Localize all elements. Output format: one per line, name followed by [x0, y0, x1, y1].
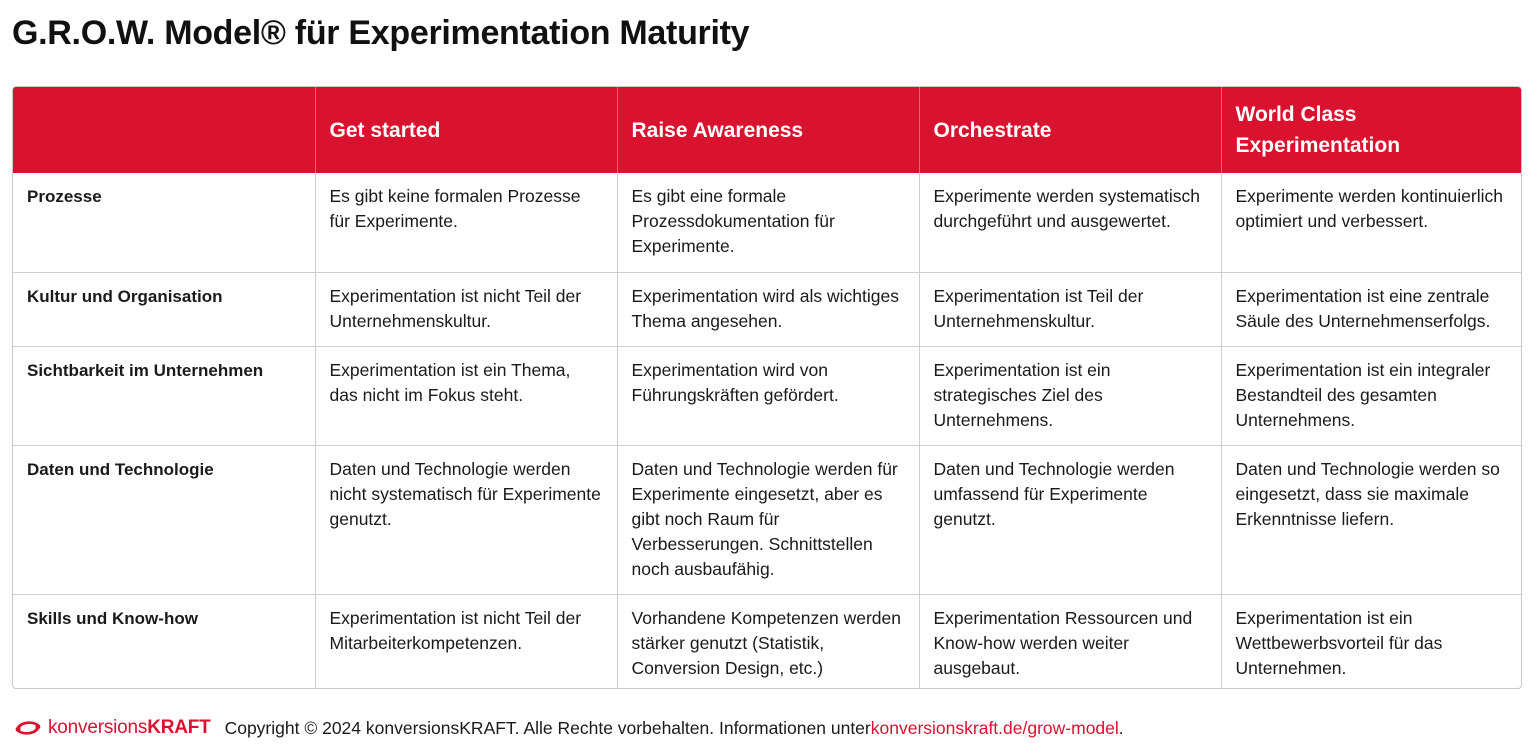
copyright-text: Copyright © 2024 konversionsKRAFT. Alle …: [224, 717, 871, 738]
table-cell: Experimentation ist ein Wettbewerbsvorte…: [1221, 593, 1521, 688]
table-cell: Vorhandene Kompetenzen werden stärker ge…: [617, 593, 920, 688]
table-cell: Es gibt eine formale Prozessdokumentatio…: [617, 173, 920, 272]
table-row: Kultur und Organisation Experimentation …: [13, 271, 1521, 346]
row-label: Kultur und Organisation: [13, 271, 316, 346]
grow-model-link[interactable]: konversionskraft.de/grow-model: [870, 717, 1119, 738]
table-cell: Daten und Technologie werden für Experim…: [617, 444, 920, 594]
column-header-raise-awareness: Raise Awareness: [617, 87, 920, 173]
column-header-world-class: World Class Experimentation: [1221, 87, 1521, 173]
footer: konversions KRAFT Copyright © 2024 konver…: [12, 714, 1124, 742]
table-cell: Experimentation ist nicht Teil der Unter…: [315, 271, 618, 346]
column-header-orchestrate: Orchestrate: [919, 87, 1222, 173]
table-cell: Experimentation Ressourcen und Know-how …: [919, 593, 1222, 688]
table-cell: Experimentation ist eine zentrale Säule …: [1221, 271, 1521, 346]
table-cell: Experimentation wird von Führungskräften…: [617, 345, 920, 445]
table-cell: Es gibt keine formalen Prozesse für Expe…: [315, 173, 618, 272]
table-cell: Experimentation ist ein Thema, das nicht…: [315, 345, 618, 445]
table-cell: Experimente werden kontinuierlich optimi…: [1235, 186, 1504, 231]
row-label: Skills und Know-how: [13, 593, 316, 688]
table-cell: Daten und Technologie werden nicht syste…: [315, 444, 618, 594]
table-cell: Daten und Technologie werden umfassend f…: [919, 444, 1222, 594]
konversionskraft-swirl-icon: [15, 721, 41, 735]
table-row: Prozesse Es gibt keine formalen Prozesse…: [13, 173, 1521, 272]
maturity-table: Get started Raise Awareness Orchestrate …: [12, 86, 1522, 689]
column-header-get-started: Get started: [315, 87, 618, 173]
table-cell: Experimentation wird als wichtiges Thema…: [617, 271, 920, 346]
table-row: Skills und Know-how Experimentation ist …: [13, 593, 1521, 688]
copyright-end: .: [1118, 717, 1124, 738]
column-header-empty: [13, 87, 316, 173]
page-title: G.R.O.W. Model® für Experimentation Matu…: [12, 14, 750, 52]
row-label: Prozesse: [13, 173, 316, 272]
brand-logo: konversions KRAFT: [12, 717, 211, 739]
table-cell: Experimentation ist Teil der Unternehmen…: [919, 271, 1222, 346]
table-row: Sichtbarkeit im Unternehmen Experimentat…: [13, 345, 1521, 445]
logo-text-bold: KRAFT: [147, 717, 211, 738]
table-cell: Experimentation ist ein integraler Besta…: [1221, 345, 1521, 445]
table-header-row: Get started Raise Awareness Orchestrate …: [13, 87, 1521, 173]
table-cell: Experimentation ist ein strategisches Zi…: [919, 345, 1222, 445]
row-label: Daten und Technologie: [13, 444, 316, 594]
table-cell: Daten und Technologie werden so eingeset…: [1221, 444, 1521, 594]
table-row: Daten und Technologie Daten und Technolo…: [13, 444, 1521, 594]
table-cell: Experimente werden systematisch durchgef…: [919, 173, 1222, 272]
table-cell: Experimentation ist nicht Teil der Mitar…: [315, 593, 618, 688]
logo-text-light: konversions: [48, 717, 148, 738]
row-label: Sichtbarkeit im Unternehmen: [13, 345, 316, 445]
